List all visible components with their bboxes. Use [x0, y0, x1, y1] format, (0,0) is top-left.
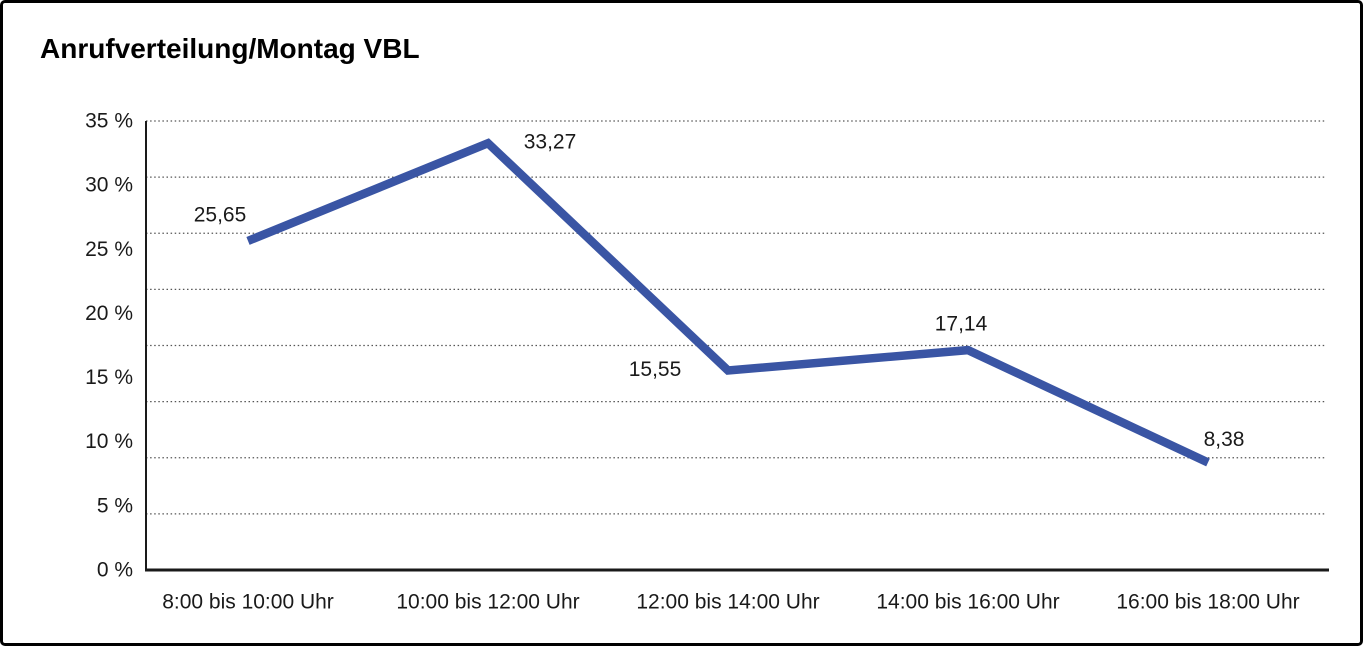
data-point-label: 8,38	[1204, 428, 1245, 451]
data-point-label: 25,65	[194, 203, 247, 226]
y-tick-label: 10 %	[85, 430, 133, 453]
y-tick-label: 0 %	[97, 559, 133, 582]
y-tick-label: 35 %	[85, 110, 133, 133]
data-point-label: 17,14	[935, 313, 988, 336]
y-tick-label: 25 %	[85, 238, 133, 261]
data-series-line	[246, 138, 1210, 467]
x-category-label: 12:00 bis 14:00 Uhr	[636, 591, 819, 614]
y-tick-label: 30 %	[85, 174, 133, 197]
y-tick-label: 20 %	[85, 302, 133, 325]
y-tick-label: 15 %	[85, 366, 133, 389]
chart-title: Anrufverteilung/Montag VBL	[40, 33, 420, 64]
data-point-label: 33,27	[524, 131, 577, 154]
x-category-label: 14:00 bis 16:00 Uhr	[876, 591, 1059, 614]
line-chart: 35 % 30 % 25 % 20 % 15 % 10 % 5 % 0 % 8:00 bis 1…	[85, 110, 1329, 614]
y-tick-label: 5 %	[97, 494, 133, 517]
data-point-label: 15,55	[629, 358, 682, 381]
x-category-label: 8:00 bis 10:00 Uhr	[162, 591, 334, 614]
x-category-label: 16:00 bis 18:00 Uhr	[1116, 591, 1299, 614]
x-category-label: 10:00 bis 12:00 Uhr	[396, 591, 579, 614]
